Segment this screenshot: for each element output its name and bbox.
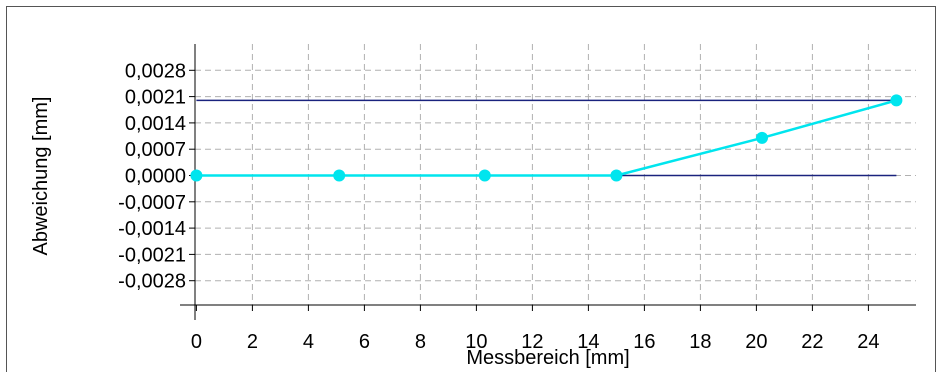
data-point <box>190 169 203 182</box>
data-point <box>333 169 346 182</box>
y-tick-label: 0,0028 <box>125 60 186 82</box>
x-tick-label: 4 <box>303 331 314 353</box>
x-tick-label: 8 <box>415 331 426 353</box>
data-point <box>756 131 768 144</box>
x-tick-label: 16 <box>633 331 655 353</box>
y-tick-label: -0,0014 <box>118 218 186 240</box>
y-tick-label: 0,0021 <box>125 87 186 109</box>
data-point <box>478 169 491 182</box>
tick-labels: 0 2 4 6 8 10 12 14 16 18 20 22 240,00280,00210,00140… <box>118 60 879 353</box>
x-tick-label: 18 <box>689 331 711 353</box>
x-tick-label: 10 <box>465 331 487 353</box>
x-axis-label: Messbereich [mm] <box>466 347 629 369</box>
outer-border <box>6 6 936 372</box>
x-tick-label: 20 <box>745 331 767 353</box>
x-tick-label: 6 <box>359 331 370 353</box>
y-axis-label: Abweichung [mm] <box>30 97 52 256</box>
series-line <box>196 99 897 177</box>
y-tick-label: 0,0014 <box>125 113 186 135</box>
y-tick-label: -0,0021 <box>118 244 186 266</box>
data-point <box>610 169 623 182</box>
x-tick-label: 22 <box>801 331 823 353</box>
y-tick-label: -0,0028 <box>118 271 186 293</box>
x-tick-label: 0 <box>191 331 202 353</box>
x-tick-label: 2 <box>247 331 258 353</box>
y-tick-label: -0,0007 <box>118 192 186 214</box>
x-tick-label: 12 <box>521 331 543 353</box>
x-tick-label: 14 <box>577 331 599 353</box>
y-tick-label: 0,0007 <box>125 139 186 161</box>
data-point <box>890 94 903 107</box>
series <box>190 94 903 182</box>
x-tick-label: 24 <box>857 331 879 353</box>
y-tick-label: 0,0000 <box>125 166 186 188</box>
axes <box>180 44 916 320</box>
